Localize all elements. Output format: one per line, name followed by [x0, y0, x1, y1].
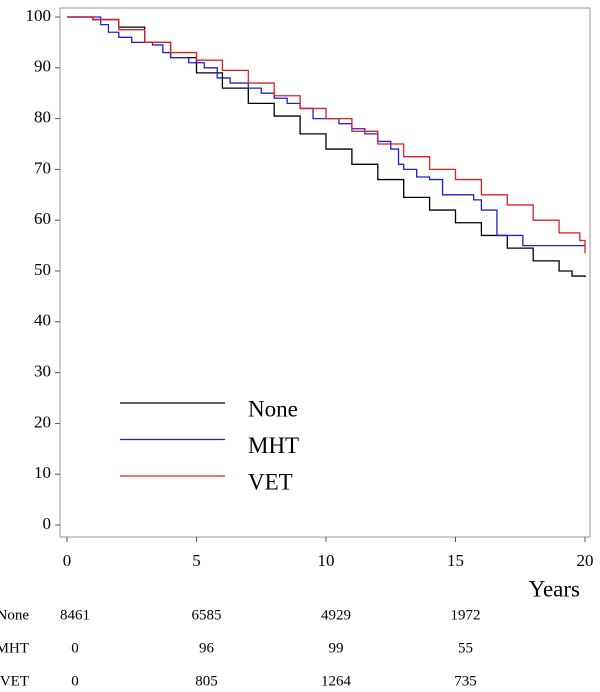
risk-count: 8461 — [60, 607, 90, 623]
y-tick-label: 90 — [34, 57, 51, 76]
risk-count: 805 — [195, 673, 218, 689]
y-tick-label: 40 — [34, 311, 51, 330]
survival-line — [67, 16, 586, 278]
risk-row-label: VET — [0, 673, 29, 689]
risk-row-label: None — [0, 607, 29, 623]
y-tick-label: 10 — [34, 463, 51, 482]
risk-count: 1972 — [451, 607, 481, 623]
legend-label: None — [248, 396, 298, 421]
risk-count: 99 — [329, 640, 344, 656]
y-tick-label: 70 — [34, 158, 51, 177]
x-tick-label: 10 — [318, 551, 335, 570]
legend-label: MHT — [248, 433, 299, 458]
x-axis-label: Years — [529, 576, 580, 601]
y-tick-label: 60 — [34, 209, 51, 228]
legend-label: VET — [248, 469, 293, 494]
risk-count: 735 — [454, 673, 477, 689]
risk-count: 96 — [199, 640, 215, 656]
x-tick-label: 5 — [192, 551, 201, 570]
risk-count: 1264 — [321, 673, 352, 689]
risk-count: 4929 — [321, 607, 351, 623]
risk-count: 0 — [71, 640, 79, 656]
y-tick-label: 0 — [43, 514, 52, 533]
survival-line — [67, 16, 585, 247]
x-tick-label: 15 — [447, 551, 464, 570]
risk-row-label: MHT — [0, 640, 29, 656]
risk-count: 55 — [458, 640, 473, 656]
x-tick-label: 0 — [63, 551, 72, 570]
y-tick-label: 30 — [34, 362, 51, 381]
plot-frame — [59, 7, 591, 538]
risk-count: 0 — [71, 673, 79, 689]
y-tick-label: 50 — [34, 260, 51, 279]
x-tick-label: 20 — [577, 551, 594, 570]
y-tick-label: 20 — [34, 412, 51, 431]
y-tick-label: 100 — [26, 6, 52, 25]
survival-line — [67, 16, 586, 254]
risk-count: 6585 — [192, 607, 222, 623]
y-tick-label: 80 — [34, 108, 51, 127]
